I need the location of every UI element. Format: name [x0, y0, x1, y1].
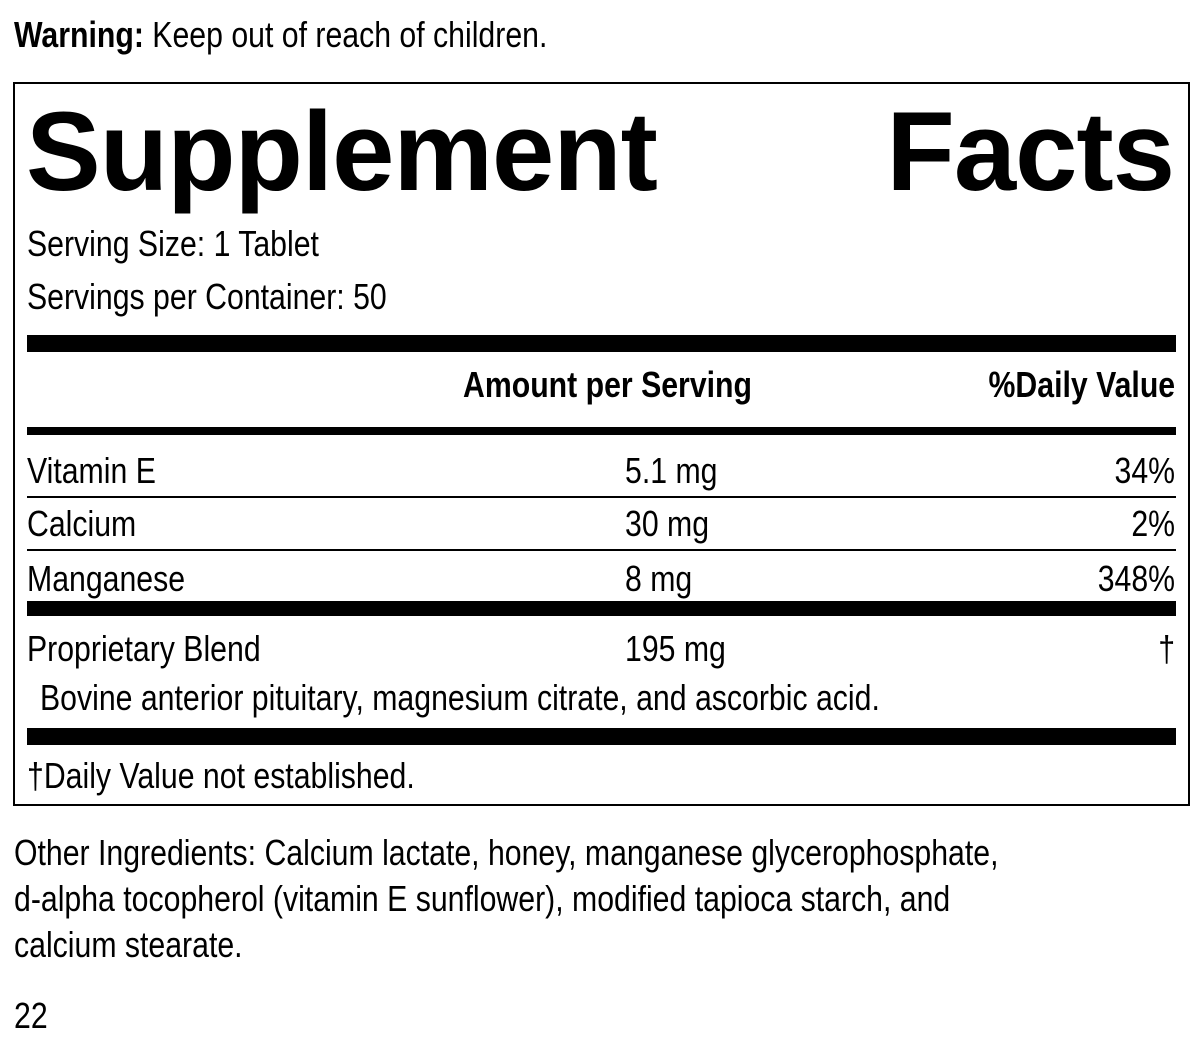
title-facts: Facts	[886, 89, 1175, 214]
divider-medium	[27, 427, 1176, 435]
nutrient-dv: 2%	[1131, 503, 1175, 544]
title-supplement: Supplement	[26, 89, 658, 214]
header-amount: Amount per Serving	[463, 364, 752, 405]
divider-thick	[27, 601, 1176, 616]
other-ingredients-line: Other Ingredients: Calcium lactate, hone…	[14, 832, 999, 873]
nutrient-name: Proprietary Blend	[27, 628, 261, 669]
divider-thick	[27, 335, 1176, 352]
blend-ingredients: Bovine anterior pituitary, magnesium cit…	[40, 677, 880, 718]
warning-message: Keep out of reach of children.	[143, 14, 548, 55]
facts-title-right: Facts	[886, 96, 1175, 208]
nutrient-dv: 34%	[1114, 450, 1175, 491]
nutrient-name: Vitamin E	[27, 450, 156, 491]
footnote: †Daily Value not established.	[27, 755, 415, 796]
nutrient-name: Manganese	[27, 558, 186, 599]
other-ingredients-line: calcium stearate.	[14, 924, 243, 965]
nutrient-amount: 5.1 mg	[625, 450, 718, 491]
nutrient-amount: 30 mg	[625, 503, 710, 544]
nutrient-name: Calcium	[27, 503, 137, 544]
header-daily-value: %Daily Value	[988, 364, 1175, 405]
warning-text: Warning: Keep out of reach of children.	[14, 17, 547, 53]
nutrient-dv: †	[1158, 628, 1175, 669]
divider-thin	[27, 549, 1176, 551]
facts-title: Supplement	[26, 96, 658, 208]
nutrient-amount: 8 mg	[625, 558, 693, 599]
servings-per-container: Servings per Container: 50	[27, 276, 387, 317]
divider-thin	[27, 496, 1176, 498]
other-ingredients-line: d-alpha tocopherol (vitamin E sunflower)…	[14, 878, 951, 919]
nutrient-amount: 195 mg	[625, 628, 726, 669]
nutrient-dv: 348%	[1097, 558, 1175, 599]
page-number: 22	[14, 995, 48, 1036]
warning-label: Warning:	[14, 14, 144, 55]
divider-thick	[27, 728, 1176, 745]
supplement-facts-panel	[13, 82, 1190, 806]
serving-size: Serving Size: 1 Tablet	[27, 223, 319, 264]
